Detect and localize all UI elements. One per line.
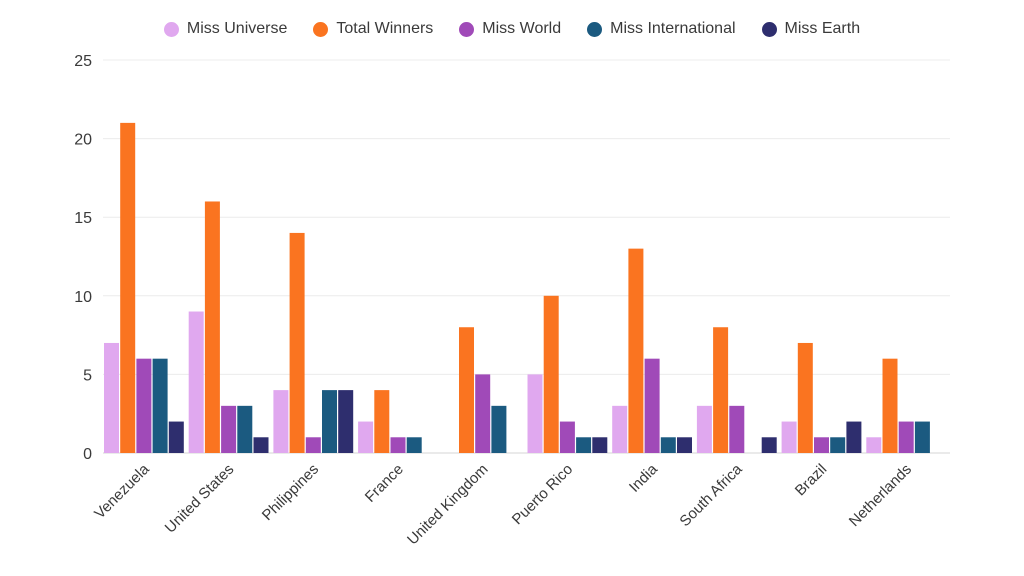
- bar-miss-earth-south-africa[interactable]: [761, 437, 777, 453]
- bar-miss-universe-venezuela[interactable]: [104, 342, 119, 453]
- y-tick-label: 5: [83, 367, 92, 384]
- bar-miss-world-puerto-rico[interactable]: [559, 421, 575, 453]
- legend-label: Miss Earth: [784, 20, 861, 37]
- legend-item-total-winners[interactable]: Total Winners: [313, 20, 433, 38]
- bar-miss-earth-philippines[interactable]: [338, 390, 354, 453]
- y-tick-label: 15: [74, 210, 92, 227]
- legend-item-miss-earth[interactable]: Miss Earth: [761, 20, 861, 38]
- bar-miss-universe-netherlands[interactable]: [866, 437, 882, 453]
- x-tick-label: United Kingdom: [404, 461, 491, 548]
- bar-miss-universe-puerto-rico[interactable]: [527, 374, 543, 453]
- x-tick-label: India: [626, 460, 661, 495]
- bar-total-winners-france[interactable]: [374, 390, 390, 453]
- bar-miss-international-brazil[interactable]: [830, 437, 846, 453]
- x-tick-label: Philippines: [259, 461, 322, 524]
- bar-total-winners-philippines[interactable]: [289, 232, 305, 453]
- bar-miss-international-netherlands[interactable]: [914, 421, 930, 453]
- bar-miss-universe-india[interactable]: [612, 405, 628, 453]
- bar-total-winners-brazil[interactable]: [797, 342, 813, 453]
- legend-swatch-miss-international: [587, 21, 603, 37]
- bar-miss-world-netherlands[interactable]: [898, 421, 914, 453]
- legend-swatch-miss-world: [459, 21, 475, 37]
- x-tick-label: Puerto Rico: [509, 461, 576, 528]
- legend-item-miss-international[interactable]: Miss International: [587, 20, 736, 38]
- bar-total-winners-united-kingdom[interactable]: [459, 327, 474, 453]
- y-tick-label: 20: [74, 132, 92, 149]
- bar-miss-universe-philippines[interactable]: [273, 390, 289, 453]
- x-axis-labels: Venezuela United States Philippines FranceU…: [91, 460, 915, 548]
- bar-miss-earth-united-states[interactable]: [253, 437, 269, 453]
- bar-miss-world-brazil[interactable]: [814, 437, 829, 453]
- bar-miss-world-venezuela[interactable]: [136, 358, 152, 453]
- legend-swatch-total-winners: [313, 21, 329, 37]
- bar-miss-international-united-kingdom[interactable]: [491, 405, 507, 453]
- bar-total-winners-venezuela[interactable]: [120, 122, 136, 453]
- bar-miss-earth-venezuela[interactable]: [168, 421, 184, 453]
- legend-swatch-miss-universe: [163, 21, 179, 37]
- bar-miss-international-puerto-rico[interactable]: [576, 437, 592, 453]
- bars: [104, 122, 930, 453]
- legend-label: Miss Universe: [186, 20, 288, 37]
- bar-miss-international-india[interactable]: [660, 437, 676, 453]
- y-tick-label: 25: [74, 53, 92, 70]
- bar-miss-earth-puerto-rico[interactable]: [592, 437, 608, 453]
- legend-label: Miss World: [482, 20, 562, 37]
- bar-miss-international-france[interactable]: [406, 437, 422, 453]
- legend-item-miss-universe[interactable]: Miss Universe: [163, 20, 288, 38]
- x-tick-label: Venezuela: [91, 460, 153, 522]
- legend-label: Total Winners: [336, 20, 434, 37]
- bar-miss-world-united-states[interactable]: [221, 405, 237, 453]
- bar-total-winners-india[interactable]: [628, 248, 644, 453]
- bar-miss-universe-south-africa[interactable]: [696, 405, 712, 453]
- bar-miss-world-india[interactable]: [644, 358, 660, 453]
- x-tick-label: South Africa: [676, 460, 746, 530]
- chart-legend: Miss Universe Total Winners Miss World M…: [0, 20, 1024, 38]
- bar-miss-international-venezuela[interactable]: [152, 358, 168, 453]
- legend-label: Miss International: [610, 20, 736, 37]
- bar-miss-universe-united-states[interactable]: [188, 311, 204, 453]
- legend-swatch-miss-earth: [761, 21, 777, 37]
- bar-miss-world-france[interactable]: [390, 437, 406, 453]
- x-tick-label: Brazil: [792, 461, 831, 500]
- bar-miss-universe-brazil[interactable]: [781, 421, 797, 453]
- bar-total-winners-united-states[interactable]: [204, 201, 220, 453]
- gridlines: [103, 59, 950, 454]
- bar-miss-international-philippines[interactable]: [322, 390, 337, 453]
- x-tick-label: France: [362, 461, 407, 506]
- bar-miss-international-united-states[interactable]: [237, 405, 253, 453]
- bar-miss-world-philippines[interactable]: [305, 437, 321, 453]
- bar-total-winners-netherlands[interactable]: [882, 358, 898, 453]
- bar-miss-earth-brazil[interactable]: [846, 421, 862, 453]
- y-tick-label: 10: [74, 289, 92, 306]
- bar-total-winners-south-africa[interactable]: [713, 327, 729, 453]
- legend-item-miss-world[interactable]: Miss World: [459, 20, 561, 38]
- bar-miss-universe-france[interactable]: [358, 421, 374, 453]
- bar-miss-world-united-kingdom[interactable]: [475, 374, 491, 453]
- bar-miss-earth-india[interactable]: [677, 437, 692, 453]
- y-tick-label: 0: [83, 446, 92, 463]
- x-tick-label: United States: [162, 461, 238, 537]
- bar-miss-world-south-africa[interactable]: [729, 405, 745, 453]
- y-axis-ticks: 0 5 10 15 20 25: [74, 53, 92, 463]
- x-tick-label: Netherlands: [846, 461, 915, 530]
- bar-total-winners-puerto-rico[interactable]: [543, 295, 559, 453]
